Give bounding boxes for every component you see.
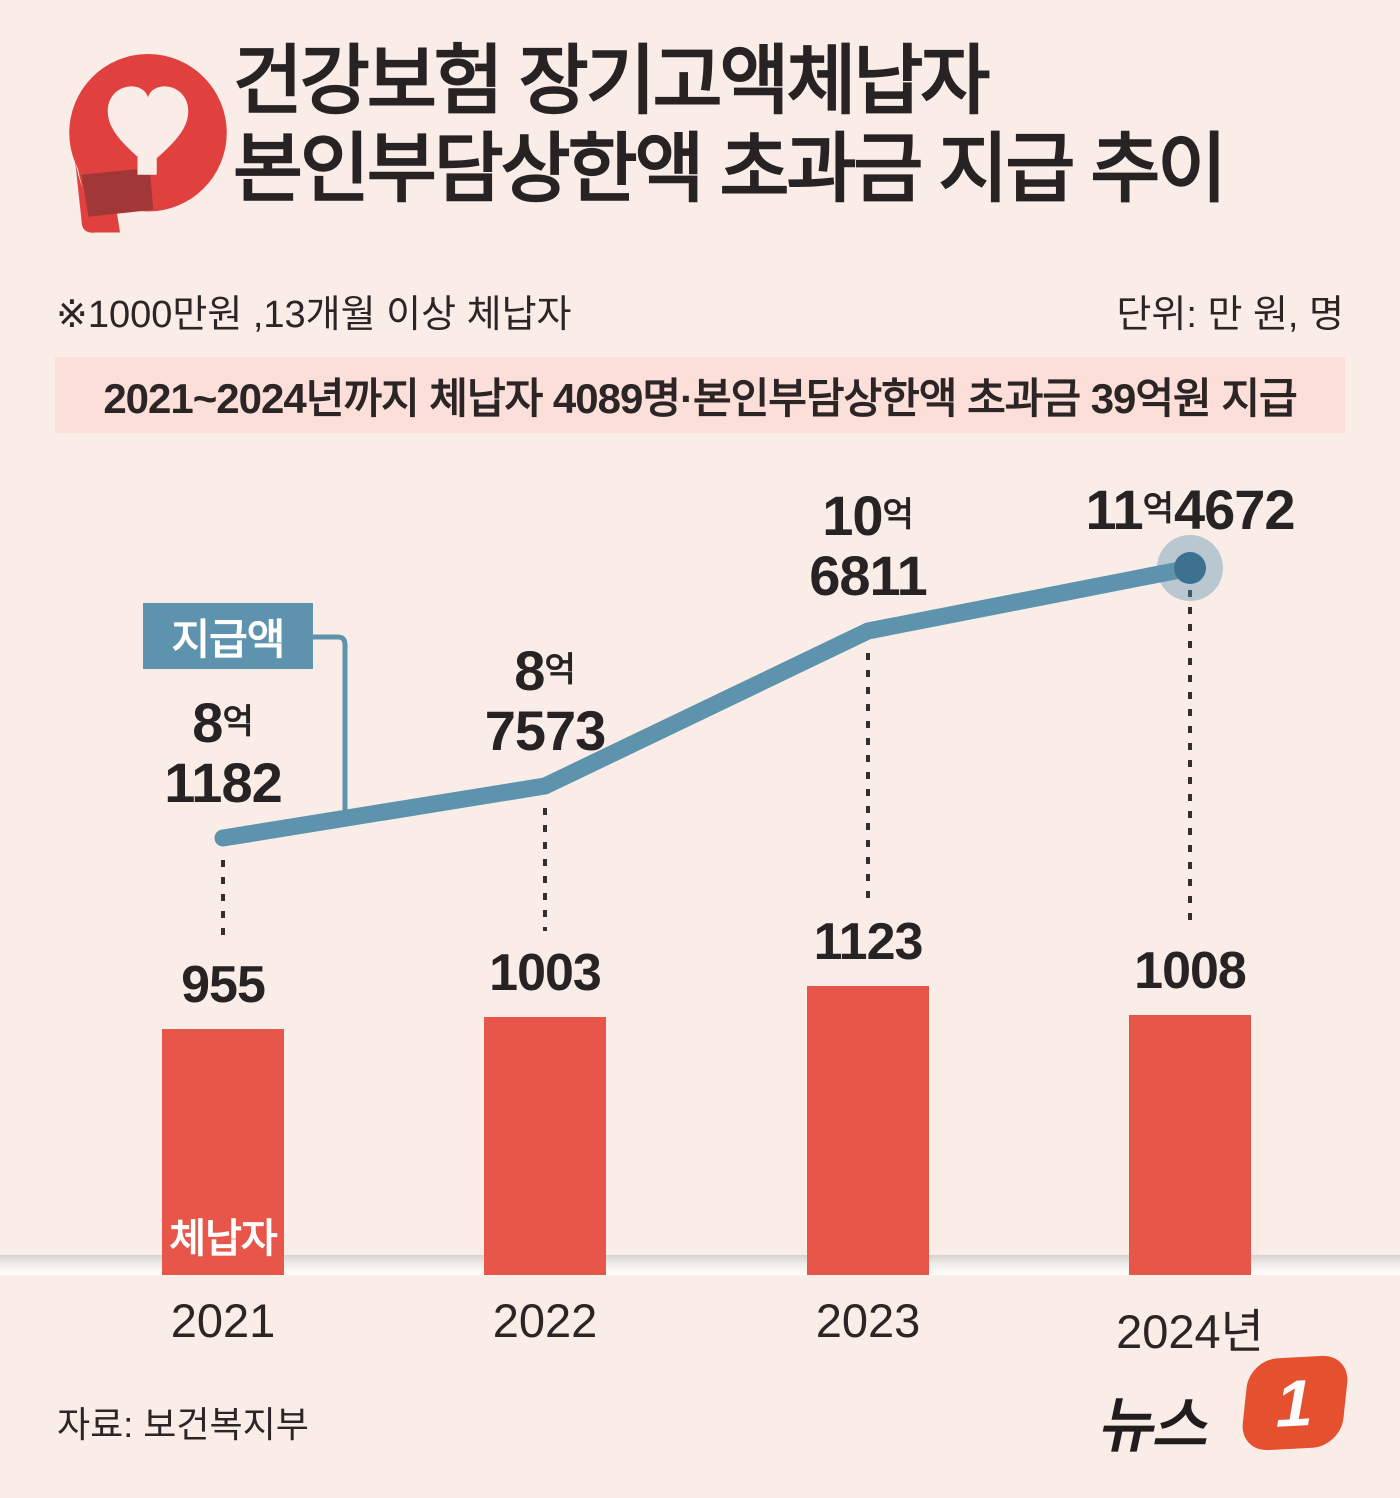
news1-logo-number: 1 [1269,1364,1321,1442]
line-value-label: 10억 6811 [809,484,927,607]
line-value-label: 8억 1182 [164,691,282,814]
delinquent-bar [162,1029,284,1275]
news1-heart-icon [69,54,227,233]
year-label: 2021 [170,1294,276,1347]
delinquent-bar [1129,1015,1251,1275]
year-label: 2024년 [1116,1305,1264,1358]
bar-value-label: 1008 [1134,942,1247,1000]
footnote-text: ※1000만원 ,13개월 이상 체납자 [56,294,572,336]
legend-delinquent-label: 체납자 [169,1217,277,1261]
delinquent-bar [807,986,929,1275]
news1-logo: 뉴스 1 [1095,1354,1355,1459]
year-label: 2022 [492,1294,598,1347]
page-title: 건강보험 장기고액체납자 본인부담상한액 초과금 지급 추이 [233,38,1373,214]
chart-baseline [0,1255,1400,1275]
news1-logo-text: 뉴스 [1094,1392,1218,1459]
news1-logo-one-badge: 1 [1239,1354,1351,1452]
delinquent-bar [484,1017,606,1275]
endpoint-halo [1157,535,1223,601]
line-value-label: 11억4672 [1085,478,1295,541]
source-text: 자료: 보건복지부 [57,1404,309,1445]
bar-value-label: 1003 [489,944,602,1002]
page-title-line1: 건강보험 장기고액체납자 [233,39,990,124]
summary-banner: 2021~2024년까지 체납자 4089명·본인부담상한액 초과금 39억원 … [55,357,1345,433]
line-value-label: 8억 7573 [484,639,607,762]
unit-label: 단위: 만 원, 명 [1116,294,1344,336]
year-label: 2023 [815,1294,921,1347]
endpoint-dot [1174,552,1206,584]
legend-payment-box: 지급액 [143,603,313,669]
page-title-line2: 본인부담상한액 초과금 지급 추이 [233,127,1227,213]
bar-value-label: 955 [181,956,266,1014]
bar-value-label: 1123 [813,913,924,971]
